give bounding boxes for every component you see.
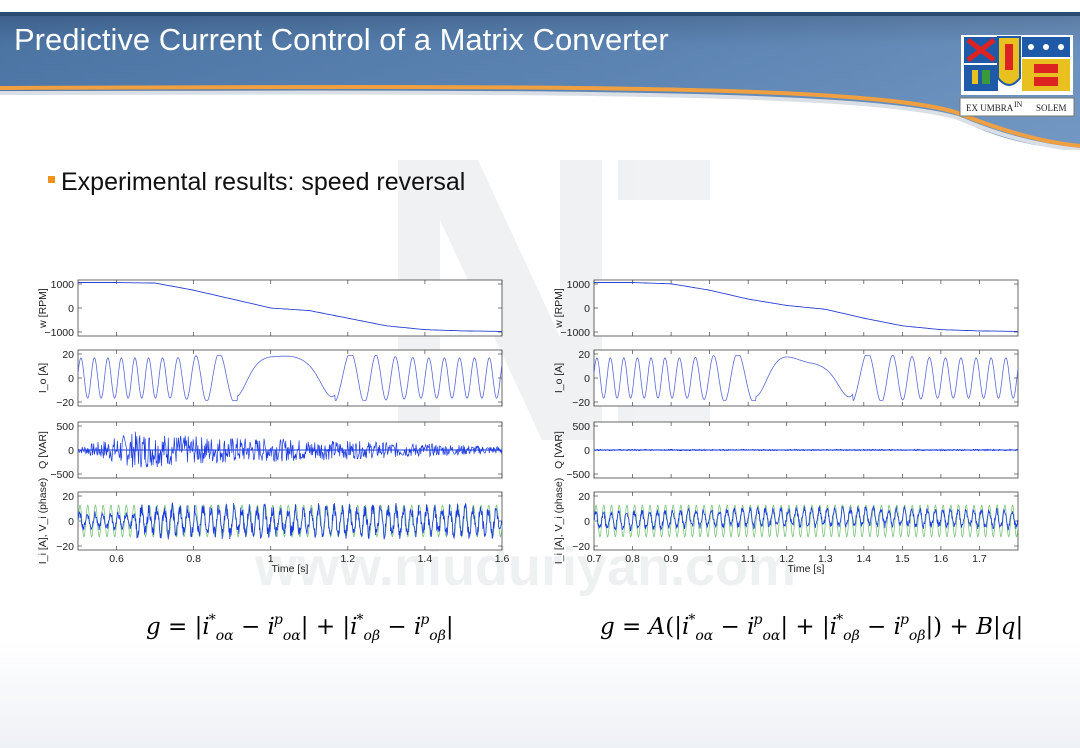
y-tick-label: 0: [68, 303, 74, 315]
panel-frame: [593, 279, 1019, 337]
y-tick-label: 20: [62, 349, 74, 361]
logo-text-right: SOLEM: [1036, 103, 1067, 113]
speed-trace: [78, 282, 502, 332]
input-current-trace: [593, 505, 1019, 532]
x-tick-label: 1.4: [418, 553, 433, 565]
y-tick-label: −20: [572, 397, 590, 409]
y-tick-label: −1000: [561, 327, 591, 339]
logo-text-mid: IN: [1014, 100, 1023, 109]
header-banner: [0, 12, 1080, 150]
y-tick-label: −1000: [45, 327, 75, 339]
x-tick-label: 1: [268, 553, 274, 565]
x-tick-label: 1.1: [741, 553, 756, 565]
y-tick-label: 500: [56, 421, 74, 433]
y-tick-label: 20: [62, 491, 74, 503]
panel-frame: [77, 349, 503, 407]
y-tick-label: 20: [578, 349, 590, 361]
slide-title: Predictive Current Control of a Matrix C…: [14, 22, 669, 57]
x-tick-label: 1.4: [857, 553, 872, 565]
panel-3: 20 0 −20 I_i [A], V_i (phase): [37, 478, 503, 564]
y-axis-label: I_o [A]: [553, 363, 565, 393]
y-tick-label: 500: [572, 421, 590, 433]
x-tick-label: 1.3: [818, 553, 833, 565]
y-tick-label: 1000: [51, 279, 75, 291]
x-axis-label: Time [s]: [788, 563, 825, 575]
y-axis-label: Q [VAR]: [553, 431, 565, 469]
y-tick-label: −500: [566, 469, 590, 481]
y-tick-label: 1000: [567, 279, 591, 291]
university-crest-logo: EX UMBRA IN SOLEM: [959, 35, 1075, 117]
x-tick-label: 1: [707, 553, 713, 565]
panel-3: 20 0 −20 I_i [A], V_i (phase): [553, 478, 1019, 564]
x-tick-label: 1.7: [972, 553, 987, 565]
y-tick-label: 0: [584, 373, 590, 385]
speed-trace: [594, 282, 1018, 332]
x-tick-label: 0.7: [587, 553, 602, 565]
reactive-power-trace: [593, 448, 1018, 452]
y-tick-label: 0: [68, 445, 74, 457]
panel-frame: [77, 279, 503, 337]
formula-right: g = A(|i*oα − ipoα| + |i*oβ − ipoβ|) + B…: [600, 612, 1024, 644]
output-current-trace: [77, 355, 503, 401]
output-current-trace: [593, 355, 1019, 401]
x-tick-label: 0.8: [186, 553, 201, 565]
x-tick-label: 1.6: [495, 553, 510, 565]
x-tick-label: 0.6: [109, 553, 124, 565]
y-tick-label: 0: [68, 516, 74, 528]
y-tick-label: 0: [584, 445, 590, 457]
x-tick-label: 0.9: [664, 553, 679, 565]
x-tick-label: 1.2: [779, 553, 794, 565]
y-axis-label: w [RPM]: [37, 288, 49, 329]
y-axis-label: w [RPM]: [553, 288, 565, 329]
formula-left: g = |i*oα − ipoα| + |i*oβ − ipoβ|: [146, 612, 454, 644]
bullet-text: Experimental results: speed reversal: [61, 168, 466, 196]
panel-1: 20 0 −20 I_o [A]: [37, 349, 503, 409]
y-axis-label: I_i [A], V_i (phase): [37, 478, 49, 564]
x-tick-label: 1.6: [934, 553, 949, 565]
y-tick-label: −20: [56, 541, 74, 553]
x-tick-label: 1.5: [895, 553, 910, 565]
bullet-item: Experimental results: speed reversal: [48, 168, 465, 197]
y-tick-label: −20: [56, 397, 74, 409]
panel-frame: [593, 349, 1019, 407]
reactive-power-trace: [77, 431, 503, 468]
x-tick-label: 1.2: [341, 553, 356, 565]
y-axis-label: I_o [A]: [37, 363, 49, 393]
input-current-trace: [77, 501, 503, 540]
x-axis-label: Time [s]: [272, 563, 309, 575]
y-tick-label: −500: [50, 469, 74, 481]
logo-text-left: EX UMBRA: [966, 103, 1014, 113]
y-tick-label: 0: [68, 373, 74, 385]
y-tick-label: −20: [572, 541, 590, 553]
panel-1: 20 0 −20 I_o [A]: [553, 349, 1019, 409]
bullet-square-icon: [48, 175, 55, 183]
x-tick-label: 0.8: [625, 553, 640, 565]
y-tick-label: 20: [578, 491, 590, 503]
y-tick-label: 0: [584, 516, 590, 528]
y-tick-label: 0: [584, 303, 590, 315]
y-axis-label: I_i [A], V_i (phase): [553, 478, 565, 564]
y-axis-label: Q [VAR]: [37, 431, 49, 469]
